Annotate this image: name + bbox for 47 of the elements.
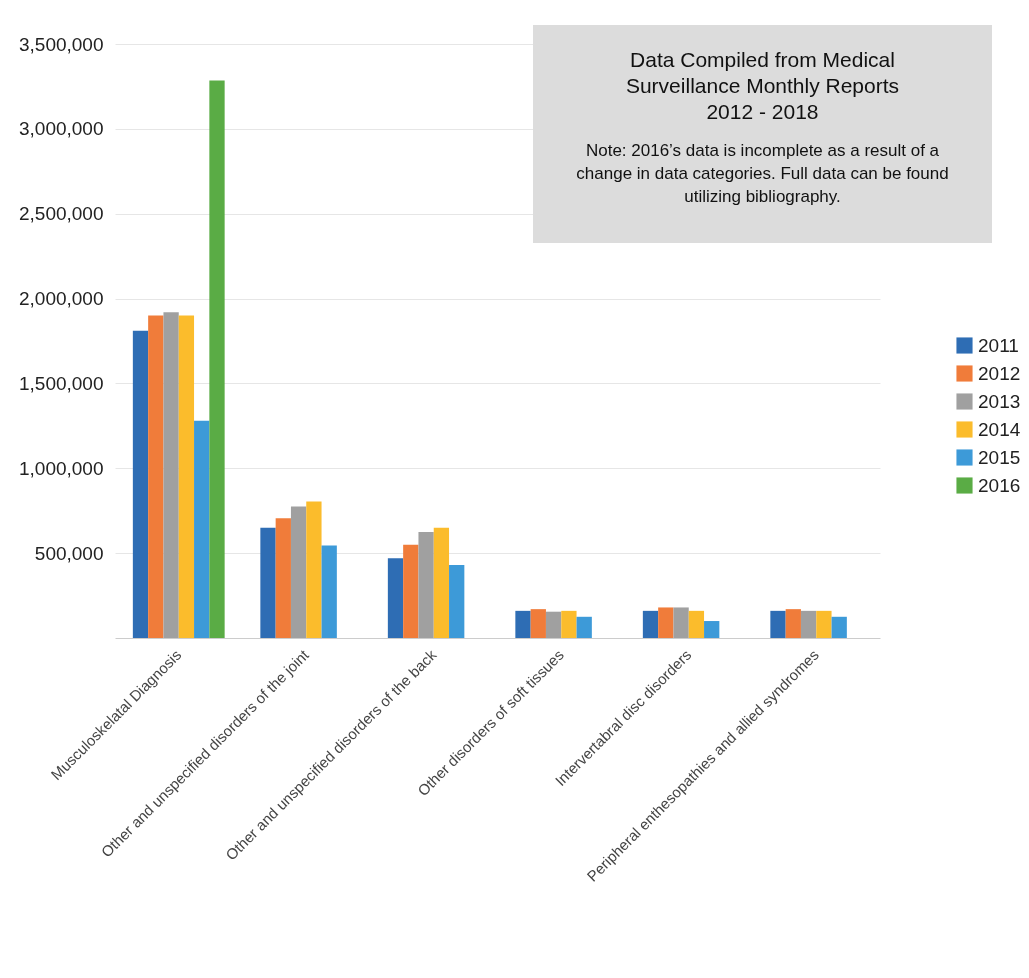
bar <box>704 621 720 638</box>
bar <box>433 527 450 638</box>
bar <box>163 312 179 638</box>
legend-label: 2014 <box>978 418 1021 440</box>
note-box: Data Compiled from Medical Surveillance Monthly Reports 2012 - 2018 Note: 2016’s data is incomplete as a result of a change in data categories. Full data can be found utilizing bibliography. <box>533 25 992 243</box>
legend-label: 2011 <box>978 334 1019 356</box>
bar <box>148 315 164 638</box>
bar <box>831 616 847 638</box>
y-tick-label: 1,500,000 <box>18 372 104 394</box>
bar <box>515 610 531 638</box>
bar <box>545 611 562 638</box>
annotation: Data Compiled from Medical Surveillance Monthly Reports 2012 - 2018 <box>624 47 901 125</box>
y-tick-label: 2,500,000 <box>18 203 104 225</box>
y-tick-label: 500,000 <box>34 542 104 564</box>
bar <box>816 610 832 638</box>
bar <box>194 420 210 638</box>
bar <box>561 610 577 638</box>
bar <box>321 545 337 638</box>
bar <box>178 315 195 638</box>
bar <box>290 506 307 638</box>
y-tick-label: 1,000,000 <box>18 457 104 479</box>
bar <box>275 518 291 638</box>
bar <box>770 610 786 638</box>
bar <box>530 609 546 638</box>
legend-label: 2013 <box>978 390 1021 412</box>
bar <box>306 501 322 638</box>
bar <box>642 610 659 638</box>
bar <box>132 330 149 638</box>
y-tick-label: 2,000,000 <box>18 288 104 310</box>
legend-label: 2015 <box>978 446 1021 468</box>
legend-label: 2016 <box>978 474 1021 496</box>
bar <box>209 80 225 638</box>
bar <box>658 607 674 638</box>
legend-label: 2012 <box>978 362 1021 384</box>
bar <box>688 610 705 638</box>
bar <box>418 531 434 638</box>
y-tick-label: 3,000,000 <box>18 118 104 140</box>
bar <box>449 565 465 638</box>
bar <box>576 616 592 638</box>
annotation: Note: 2016’s data is incomplete as a result of a change in data categories. Full data can be found utilizing bibliography. <box>575 140 950 208</box>
bar <box>785 609 801 638</box>
bar <box>403 544 419 638</box>
bar <box>260 527 276 638</box>
y-tick-label: 3,500,000 <box>18 33 104 55</box>
bar <box>800 610 817 638</box>
bar <box>673 607 689 638</box>
bar <box>387 558 404 638</box>
